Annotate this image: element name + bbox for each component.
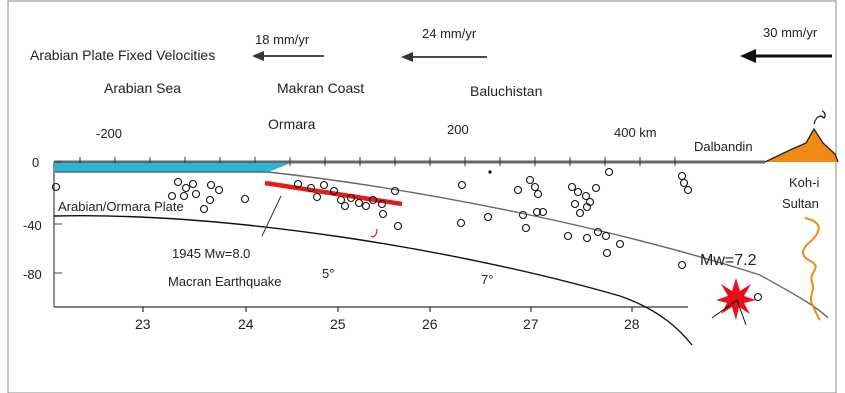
velocity-arrow-24: 24 mm/yr: [401, 26, 487, 62]
dip-angle-label: 5°: [322, 266, 334, 281]
place-ormara: Ormara: [268, 116, 316, 132]
distance-tick: -200: [96, 126, 122, 141]
longitude-tick: 23: [135, 316, 151, 332]
region-makran-coast: Makran Coast: [277, 80, 364, 96]
figure-title: Arabian Plate Fixed Velocities: [30, 47, 215, 63]
velocity-arrow-30: 30 mm/yr: [740, 25, 832, 63]
depth-tick: -40: [23, 218, 42, 233]
longitude-tick: 28: [624, 316, 640, 332]
longitude-tick: 24: [238, 316, 254, 332]
longitude-tick: 27: [523, 316, 539, 332]
koh-i-sultan-orange-path: [802, 217, 821, 321]
hypocenter-dot: [488, 170, 492, 174]
eq1945-label-2: Macran Earthquake: [168, 274, 281, 289]
longitude-tick: 26: [422, 316, 438, 332]
distance-tick: 200: [447, 122, 469, 137]
velocity-arrow-18: 18 mm/yr: [252, 32, 324, 61]
mw72-label: Mw=7.2: [700, 252, 757, 269]
depth-tick: -80: [23, 267, 42, 282]
koh-i-sultan-label-2: Sultan: [782, 196, 819, 211]
hypocenters: [51, 167, 763, 302]
velocity-label: 18 mm/yr: [255, 32, 310, 47]
volcano-plume-icon: [813, 110, 826, 125]
koh-i-sultan-label: Koh-i: [789, 175, 819, 190]
region-baluchistan: Baluchistan: [470, 83, 542, 99]
velocity-label: 24 mm/yr: [422, 26, 477, 41]
dip-angle-label: 7°: [481, 272, 493, 287]
velocity-label: 30 mm/yr: [763, 25, 818, 40]
depth-tick: 0: [32, 155, 39, 170]
star-leader-line: [736, 299, 747, 326]
distance-tick: 400 km: [614, 125, 657, 140]
region-arabian-sea: Arabian Sea: [104, 80, 181, 96]
rupture-1945: [264, 180, 403, 207]
slab-top-line: [54, 171, 829, 319]
mw72-epicenter-star-icon: [716, 278, 756, 320]
red-hook-mark: [370, 228, 378, 238]
star-leader-line: [711, 299, 738, 319]
slab-bottom-line: [53, 215, 693, 346]
plate-label: Arabian/Ormara Plate: [58, 199, 184, 214]
longitude-tick: 25: [330, 316, 346, 332]
place-dalbandin: Dalbandin: [694, 139, 753, 154]
figure-frame: [7, 0, 837, 393]
eq1945-leader: [261, 195, 282, 237]
arabian-sea-water: [54, 163, 291, 172]
eq1945-label: 1945 Mw=8.0: [172, 246, 250, 261]
